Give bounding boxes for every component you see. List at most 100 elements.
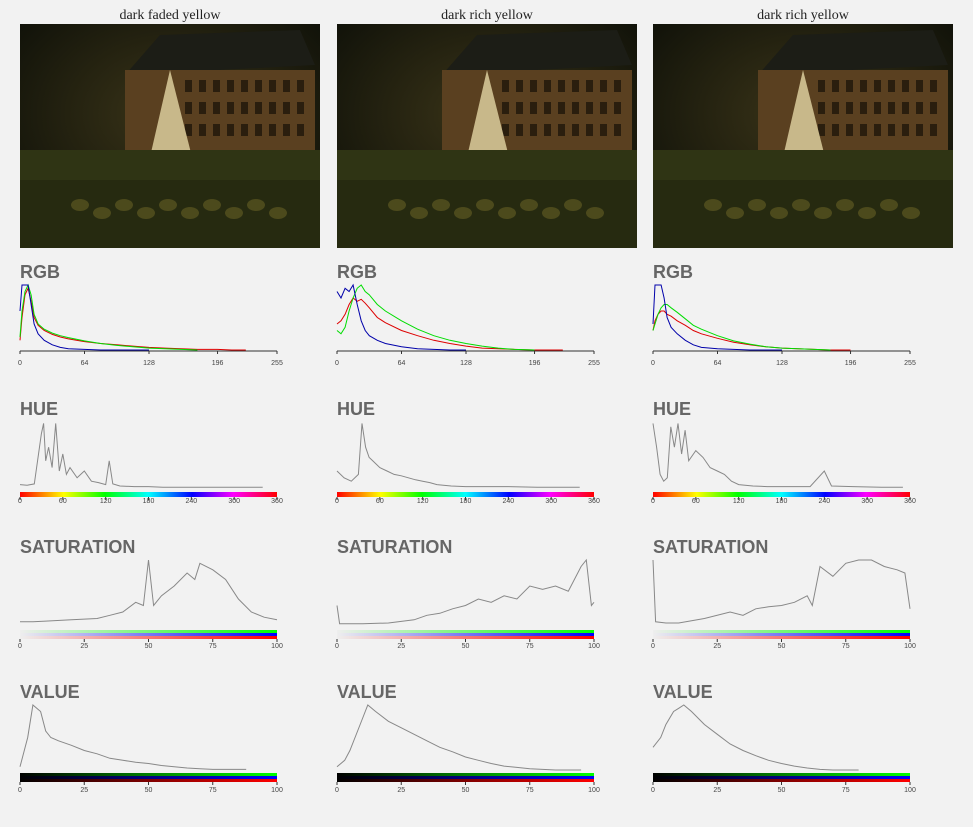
- x-tick-label: 120: [100, 498, 112, 505]
- window: [227, 102, 234, 114]
- window: [502, 102, 509, 114]
- window: [544, 124, 551, 136]
- shrub: [726, 207, 744, 219]
- chart-title: VALUE: [337, 682, 397, 702]
- shrub: [115, 199, 133, 211]
- x-tick-label: 60: [692, 498, 700, 505]
- window: [916, 124, 923, 136]
- histogram-line: [652, 284, 782, 351]
- shrub: [792, 199, 810, 211]
- x-tick-label: 60: [376, 498, 384, 505]
- histogram-line: [652, 304, 831, 351]
- window: [255, 124, 262, 136]
- x-tick-label: 255: [588, 360, 600, 367]
- shrub: [902, 207, 920, 219]
- roof: [125, 30, 315, 75]
- histogram-line: [336, 297, 563, 351]
- x-tick-label: 100: [588, 787, 600, 794]
- window: [818, 124, 825, 136]
- roof: [758, 30, 948, 75]
- window: [902, 80, 909, 92]
- caption: dark rich yellow: [757, 8, 850, 23]
- window: [283, 124, 290, 136]
- tree: [467, 70, 509, 157]
- x-tick-label: 0: [18, 498, 22, 505]
- x-tick-label: 50: [778, 787, 786, 794]
- shrub: [203, 199, 221, 211]
- window: [916, 102, 923, 114]
- window: [888, 80, 895, 92]
- shrub: [498, 207, 516, 219]
- x-tick-label: 0: [18, 360, 22, 367]
- shrub: [858, 207, 876, 219]
- chart-title: HUE: [653, 399, 691, 419]
- window: [269, 124, 276, 136]
- chart-title: RGB: [20, 262, 60, 282]
- window: [297, 80, 304, 92]
- x-tick-label: 0: [651, 498, 655, 505]
- window: [241, 80, 248, 92]
- x-tick-label: 240: [818, 498, 830, 505]
- window: [255, 80, 262, 92]
- window: [213, 124, 220, 136]
- window: [241, 102, 248, 114]
- window: [600, 124, 607, 136]
- shrub: [388, 199, 406, 211]
- scale-bar: [653, 776, 910, 779]
- window: [269, 102, 276, 114]
- histogram-line: [19, 423, 263, 488]
- x-tick-label: 0: [18, 643, 22, 650]
- window: [269, 80, 276, 92]
- window: [874, 124, 881, 136]
- x-tick-label: 360: [588, 498, 600, 505]
- window: [530, 102, 537, 114]
- window: [530, 124, 537, 136]
- histogram-line: [20, 559, 278, 623]
- window: [516, 102, 523, 114]
- scale-bar: [20, 630, 277, 633]
- x-tick-label: 75: [209, 643, 217, 650]
- chart-title: SATURATION: [20, 537, 135, 557]
- chart-title: RGB: [653, 262, 693, 282]
- x-tick-label: 75: [209, 787, 217, 794]
- histogram-line: [19, 704, 247, 770]
- window: [213, 102, 220, 114]
- x-tick-label: 50: [778, 643, 786, 650]
- histogram-line: [19, 283, 198, 351]
- window: [544, 80, 551, 92]
- window: [888, 124, 895, 136]
- scale-bar: [20, 779, 277, 782]
- window: [902, 124, 909, 136]
- shrub: [476, 199, 494, 211]
- x-tick-label: 300: [861, 498, 873, 505]
- shrub: [704, 199, 722, 211]
- hue-bar: [653, 492, 910, 497]
- scale-bar: [337, 773, 594, 776]
- histogram-line: [652, 559, 911, 624]
- histogram-line: [336, 704, 582, 771]
- photo: [653, 24, 953, 248]
- histogram-line: [336, 284, 535, 351]
- window: [558, 80, 565, 92]
- x-tick-label: 25: [713, 787, 721, 794]
- x-tick-label: 128: [776, 360, 788, 367]
- x-tick-label: 60: [59, 498, 67, 505]
- window: [600, 80, 607, 92]
- chart-title: VALUE: [20, 682, 80, 702]
- histogram-line: [336, 558, 595, 625]
- x-tick-label: 196: [845, 360, 857, 367]
- x-tick-label: 0: [651, 787, 655, 794]
- shrub: [71, 199, 89, 211]
- shrub: [225, 207, 243, 219]
- window: [572, 102, 579, 114]
- x-tick-label: 25: [397, 787, 405, 794]
- window: [185, 124, 192, 136]
- x-tick-label: 100: [271, 787, 283, 794]
- shrub: [770, 207, 788, 219]
- caption: dark faded yellow: [119, 8, 221, 23]
- window: [860, 102, 867, 114]
- window: [818, 80, 825, 92]
- shrub: [564, 199, 582, 211]
- shrub: [542, 207, 560, 219]
- window: [544, 102, 551, 114]
